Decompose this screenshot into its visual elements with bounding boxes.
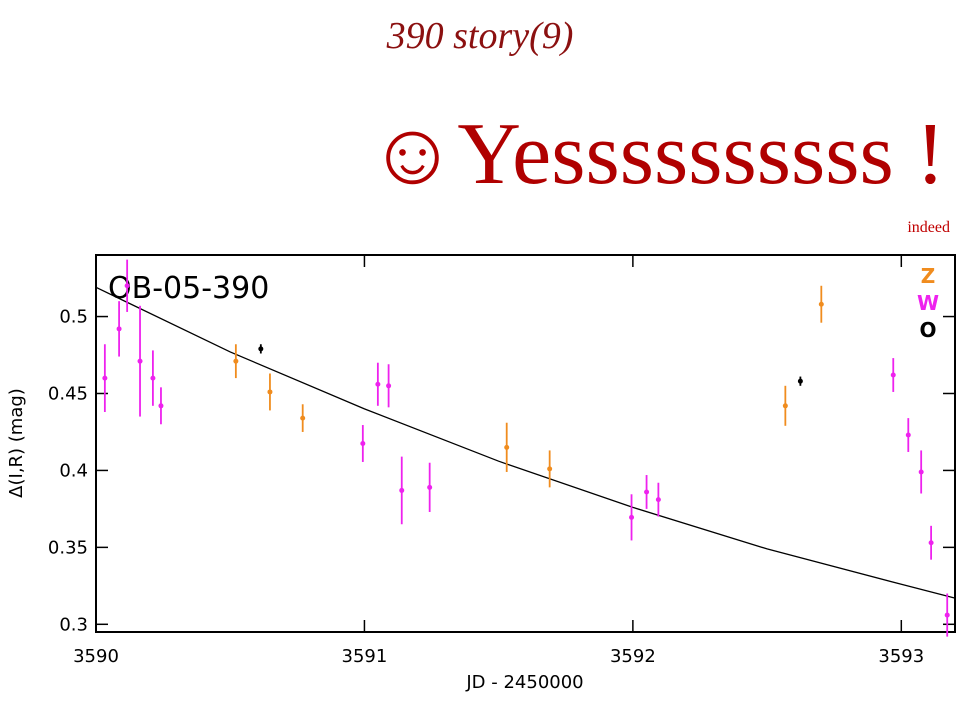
legend-label: Z [921,264,936,288]
x-tick-label: 3590 [73,646,119,667]
data-point [644,489,650,495]
data-point [386,383,392,389]
data-point [300,415,306,421]
data-point [116,326,122,332]
headline: ☺Yessssssssss ! [368,106,945,203]
fit-curve [95,286,956,599]
x-tick-label: 3592 [610,646,656,667]
data-point [233,358,239,364]
y-tick-label: 0.4 [59,460,88,481]
note: indeed [907,219,950,236]
y-tick-label: 0.3 [59,614,88,635]
legend-label: O [919,318,936,342]
data-point [797,378,803,384]
y-tick-label: 0.5 [59,307,88,328]
data-point [890,372,896,378]
data-point [375,381,381,387]
data-point [258,346,264,352]
data-point [124,283,130,289]
data-point [818,301,824,307]
y-axis-label: Δ(I,R) (mag) [6,388,27,498]
data-point [267,389,273,395]
data-point [905,432,911,438]
x-tick-label: 3591 [342,646,388,667]
y-tick-label: 0.45 [48,383,88,404]
data-point [918,469,924,475]
data-point [782,403,788,409]
data-point [655,497,661,503]
data-point [928,540,934,546]
data-point [944,612,950,618]
x-tick-label: 3593 [878,646,924,667]
data-point [629,514,635,520]
data-point [150,375,156,381]
legend-label: W [917,291,939,315]
data-point [427,484,433,490]
slide-title: 390 story(9) [386,15,574,57]
y-tick-label: 0.35 [48,537,88,558]
annotation: OB-05-390 [108,271,269,306]
data-point [360,441,366,446]
data-point [399,487,405,493]
data-point [137,358,143,364]
data-point [547,466,553,472]
data-point [158,403,164,409]
chart: OB-05-390 JD - 2450000 Δ(I,R) (mag) 3590… [6,254,956,693]
data-point [102,375,108,381]
plot-frame [95,254,956,633]
data-point [504,444,510,450]
x-axis-label: JD - 2450000 [465,672,583,693]
